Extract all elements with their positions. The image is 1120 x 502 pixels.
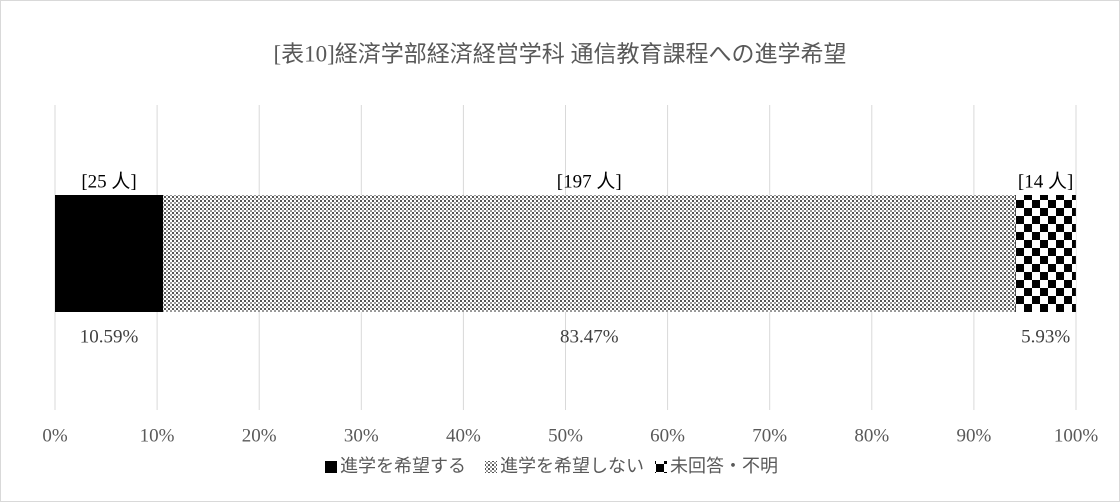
bar-segment (163, 195, 1016, 312)
bar-segment (1015, 195, 1076, 312)
count-label: [197 人] (557, 170, 622, 192)
legend-label: 進学を希望しない (500, 456, 644, 476)
legend-label: 進学を希望する (340, 456, 466, 476)
value-label: 5.93% (1021, 326, 1070, 347)
legend-swatch (325, 461, 337, 473)
x-tick-label: 50% (548, 425, 583, 446)
legend-label: 未回答・不明 (670, 456, 778, 476)
x-tick-label: 80% (854, 425, 889, 446)
x-tick-label: 40% (446, 425, 481, 446)
x-tick-label: 10% (140, 425, 175, 446)
x-tick-label: 100% (1054, 425, 1099, 446)
x-tick-label: 90% (956, 425, 991, 446)
x-tick-label: 20% (242, 425, 277, 446)
bar-segment (55, 195, 164, 312)
value-label: 10.59% (80, 326, 139, 347)
x-tick-label: 30% (344, 425, 379, 446)
legend-swatch (485, 461, 497, 473)
count-label: [14 人] (1018, 170, 1073, 192)
x-tick-label: 0% (42, 425, 68, 446)
x-tick-label: 70% (752, 425, 787, 446)
count-label: [25 人] (81, 170, 136, 192)
legend-swatch (655, 461, 667, 473)
chart-title: [表10]経済学部経済経営学科 通信教育課程への進学希望 (273, 41, 846, 66)
x-tick-label: 60% (650, 425, 685, 446)
value-label: 83.47% (560, 326, 619, 347)
